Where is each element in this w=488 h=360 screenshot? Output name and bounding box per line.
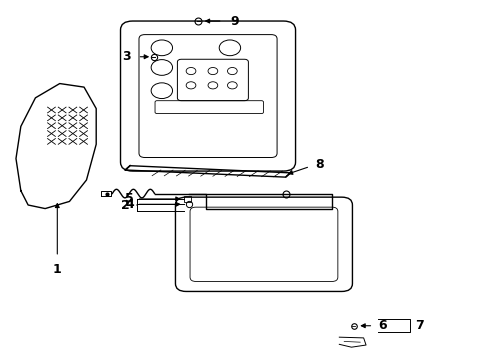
Bar [183, 197, 191, 202]
Text: 8: 8 [314, 158, 323, 171]
Text: 4: 4 [125, 198, 134, 211]
Text: 3: 3 [122, 50, 131, 63]
Polygon shape [339, 337, 366, 347]
Text: 5: 5 [125, 193, 134, 206]
Text: 2: 2 [121, 198, 130, 212]
Text: 1: 1 [53, 263, 61, 276]
Text: 9: 9 [229, 14, 238, 27]
Text: 6: 6 [377, 319, 386, 332]
Text: 7: 7 [414, 319, 423, 332]
